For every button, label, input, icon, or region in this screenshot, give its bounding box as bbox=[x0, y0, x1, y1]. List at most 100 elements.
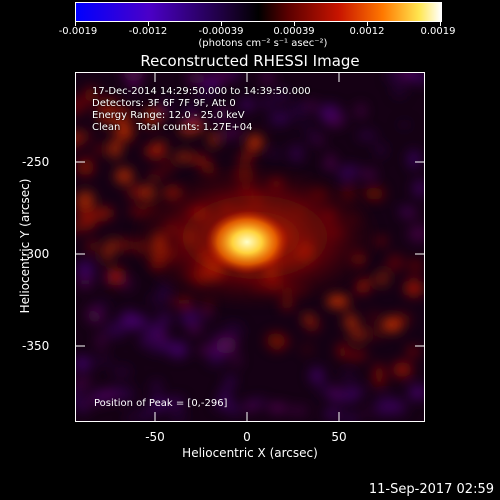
image-texture-blob bbox=[246, 134, 264, 150]
image-texture-blob bbox=[139, 409, 154, 420]
image-texture-blob bbox=[196, 95, 206, 103]
image-texture-blob bbox=[112, 106, 132, 122]
y-tick-label: -350 bbox=[22, 339, 50, 353]
x-tick-label: -50 bbox=[145, 430, 165, 444]
image-texture-blob bbox=[78, 402, 87, 414]
image-texture-blob bbox=[393, 82, 406, 97]
image-texture-blob bbox=[220, 129, 239, 139]
image-texture-blob bbox=[364, 187, 385, 201]
image-texture-blob bbox=[145, 106, 164, 125]
image-texture-blob bbox=[123, 277, 133, 290]
image-texture-blob bbox=[228, 72, 241, 79]
image-texture-blob bbox=[361, 170, 377, 178]
image-texture-blob bbox=[349, 327, 368, 342]
image-texture-blob bbox=[151, 381, 162, 393]
image-texture-blob bbox=[374, 363, 384, 381]
colorbar-tick-label: 0.0012 bbox=[349, 26, 385, 37]
image-texture-blob bbox=[78, 275, 92, 289]
colorbar-tick-label: -0.0012 bbox=[128, 26, 168, 37]
image-texture-blob bbox=[161, 99, 172, 112]
image-texture-blob bbox=[369, 311, 378, 324]
image-texture-blob bbox=[122, 72, 145, 82]
image-texture-blob bbox=[343, 413, 358, 422]
image-texture-blob bbox=[105, 321, 127, 338]
image-texture-blob bbox=[398, 207, 413, 215]
image-texture-blob bbox=[116, 120, 131, 138]
image-texture-blob bbox=[199, 88, 217, 96]
image-texture-blob bbox=[129, 78, 139, 92]
image-texture-blob bbox=[148, 346, 165, 353]
image-texture-blob bbox=[96, 332, 106, 351]
image-texture-blob bbox=[376, 270, 389, 286]
image-texture-blob bbox=[76, 158, 95, 176]
image-texture-blob bbox=[187, 325, 203, 333]
image-texture-blob bbox=[360, 284, 369, 295]
image-texture-blob bbox=[109, 267, 124, 286]
image-texture-blob bbox=[408, 385, 425, 400]
image-texture-blob bbox=[344, 314, 358, 329]
image-texture-blob bbox=[199, 312, 213, 320]
image-texture-blob bbox=[357, 132, 377, 139]
colorbar-tick bbox=[148, 21, 149, 26]
image-texture-blob bbox=[75, 387, 85, 405]
colorbar-tick bbox=[75, 21, 76, 26]
image-texture-blob bbox=[233, 123, 243, 130]
image-texture-blob bbox=[178, 315, 198, 323]
image-texture-blob bbox=[399, 121, 410, 128]
image-texture-blob bbox=[97, 357, 111, 365]
image-texture-blob bbox=[246, 399, 255, 406]
image-texture-blob bbox=[222, 323, 244, 338]
image-texture-blob bbox=[228, 404, 243, 417]
image-texture-blob bbox=[207, 355, 225, 365]
image-texture-blob bbox=[76, 204, 88, 216]
image-texture-blob bbox=[326, 294, 348, 308]
image-texture-blob bbox=[389, 72, 400, 79]
image-texture-blob bbox=[253, 398, 267, 406]
image-texture-blob bbox=[75, 357, 91, 372]
image-texture-blob bbox=[300, 121, 311, 131]
image-texture-blob bbox=[330, 114, 347, 121]
observation-info: 17-Dec-2014 14:29:50.000 to 14:39:50.000… bbox=[92, 86, 311, 134]
image-texture-blob bbox=[76, 191, 95, 208]
image-texture-blob bbox=[201, 160, 212, 168]
colorbar-tick-label: -0.0019 bbox=[58, 26, 98, 37]
image-texture-blob bbox=[175, 152, 192, 162]
image-texture-blob bbox=[92, 146, 108, 153]
image-texture-blob bbox=[342, 370, 356, 383]
image-texture-blob bbox=[75, 138, 81, 149]
image-texture-blob bbox=[150, 171, 161, 180]
image-texture-blob bbox=[275, 87, 287, 104]
image-texture-blob bbox=[169, 413, 187, 422]
image-texture-blob bbox=[287, 406, 309, 415]
image-texture-blob bbox=[407, 346, 419, 357]
image-texture-blob bbox=[109, 140, 122, 158]
peak-position: Position of Peak = [0,-296] bbox=[94, 398, 228, 409]
image-texture-blob bbox=[324, 409, 342, 419]
method-counts: Clean Total counts: 1.27E+04 bbox=[92, 122, 253, 133]
x-tick-label: 50 bbox=[331, 430, 347, 444]
image-texture-blob bbox=[162, 158, 173, 176]
image-texture-blob bbox=[302, 345, 312, 354]
image-texture-blob bbox=[269, 111, 291, 125]
image-texture-blob bbox=[75, 132, 84, 140]
image-texture-blob bbox=[232, 355, 241, 366]
image-texture-blob bbox=[157, 332, 166, 341]
image-texture-blob bbox=[386, 75, 404, 83]
image-texture-blob bbox=[404, 280, 423, 296]
image-texture-blob bbox=[139, 334, 155, 347]
image-texture-blob bbox=[157, 314, 171, 323]
image-texture-blob bbox=[112, 366, 132, 378]
image-texture-blob bbox=[368, 330, 384, 337]
image-texture-blob bbox=[102, 245, 111, 263]
image-texture-blob bbox=[211, 72, 232, 85]
colorbar-tick bbox=[294, 21, 295, 26]
image-texture-blob bbox=[346, 351, 368, 359]
image-texture-blob bbox=[149, 296, 171, 304]
colorbar-tick-label: 0.0019 bbox=[420, 26, 456, 37]
y-axis-label: Heliocentric Y (arcsec) bbox=[17, 178, 32, 314]
image-texture-blob bbox=[83, 87, 99, 103]
image-texture-blob bbox=[310, 367, 324, 384]
x-axis-label: Heliocentric X (arcsec) bbox=[182, 446, 318, 460]
image-texture-blob bbox=[209, 132, 219, 147]
colorbar-units: (photons cm⁻² s⁻¹ asec⁻²) bbox=[198, 38, 328, 49]
